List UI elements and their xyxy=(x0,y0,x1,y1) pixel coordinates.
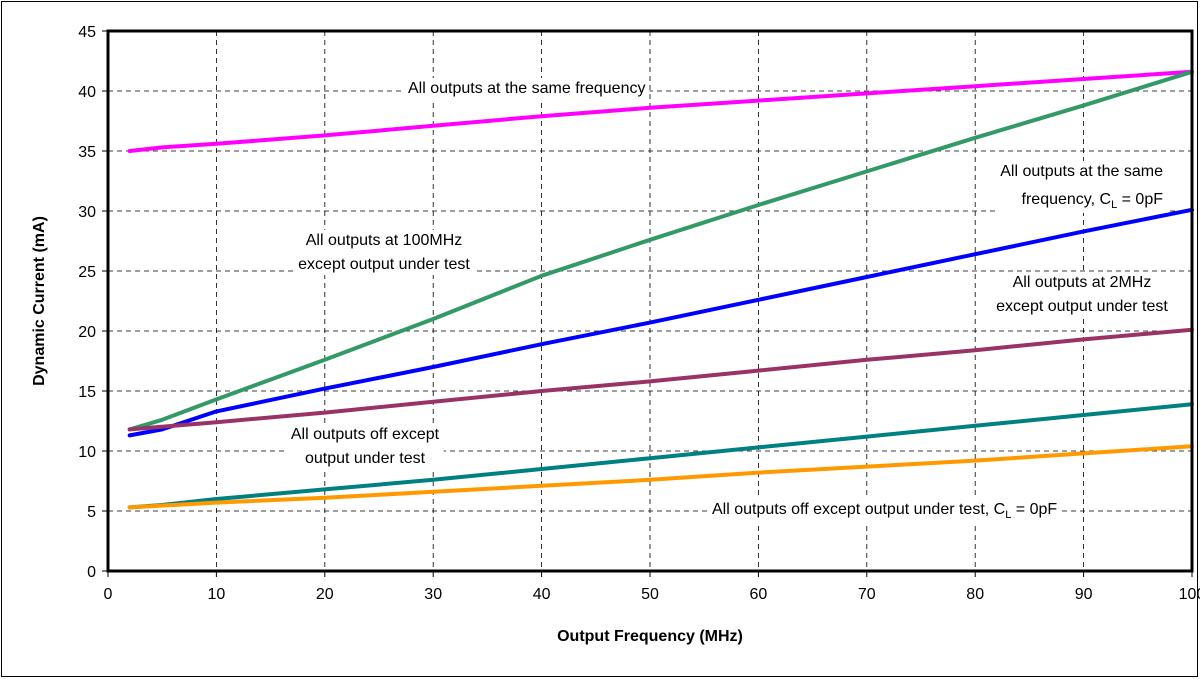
annotation-background xyxy=(992,272,1173,317)
y-tick-label: 0 xyxy=(87,564,96,581)
y-tick-label: 25 xyxy=(78,264,96,281)
annotation-background xyxy=(708,499,1062,523)
annotation-label: All outputs off except output under test… xyxy=(708,499,1062,523)
y-tick-label: 35 xyxy=(78,144,96,161)
annotation-background xyxy=(996,161,1168,213)
annotation-line: All outputs off except output under test… xyxy=(712,501,1057,521)
tick-labels: 0 10 20 30 40 50 60 70 80 90 100 0 5 10 15 20 25 30 35 40 45 xyxy=(78,24,1200,603)
x-tick-label: 50 xyxy=(641,586,659,603)
series-lines xyxy=(127,69,1194,510)
annotation-line: All outputs off except xyxy=(291,426,440,443)
annotation-line: All outputs at the same xyxy=(1000,163,1163,180)
annotation-line: except output under test xyxy=(298,256,470,273)
y-tick-label: 15 xyxy=(78,384,96,401)
x-tick-label: 90 xyxy=(1075,586,1093,603)
series-line-2 xyxy=(127,69,1194,432)
series-line-1 xyxy=(127,69,1194,153)
x-tick-label: 20 xyxy=(316,586,334,603)
x-axis-title: Output Frequency (MHz) xyxy=(557,628,743,645)
series-line-4 xyxy=(127,327,1194,432)
annotation-label: All outputs at 2MHz except output under t… xyxy=(992,272,1173,317)
y-tick-label: 45 xyxy=(78,24,96,41)
x-tick-label: 30 xyxy=(424,586,442,603)
annotation-background xyxy=(294,230,475,275)
y-tick-label: 5 xyxy=(87,504,96,521)
annotation-label: All outputs at the same frequency xyxy=(404,78,650,99)
x-tick-label: 80 xyxy=(966,586,984,603)
series-line-5 xyxy=(127,402,1194,510)
x-tick-label: 10 xyxy=(208,586,226,603)
annotation-label: All outputs at the same frequency, CL = 0… xyxy=(996,161,1168,213)
annotation-background xyxy=(286,424,444,469)
x-tick-label: 100 xyxy=(1179,586,1200,603)
annotation-line: output under test xyxy=(305,450,426,467)
x-tick-label: 40 xyxy=(533,586,551,603)
y-tick-label: 30 xyxy=(78,204,96,221)
annotations: All outputs at the same frequency All out… xyxy=(286,78,1173,523)
annotation-line: All outputs at 2MHz xyxy=(1013,274,1152,291)
annotation-label: All outputs off except output under test xyxy=(286,424,444,469)
y-axis-title: Dynamic Current (mA) xyxy=(31,216,48,386)
x-tick-label: 70 xyxy=(858,586,876,603)
x-tick-label: 0 xyxy=(104,586,113,603)
y-tick-label: 40 xyxy=(78,84,96,101)
series-line-6 xyxy=(127,444,1194,510)
annotation-line: All outputs at 100MHz xyxy=(306,232,463,249)
annotation-line: except output under test xyxy=(996,298,1168,315)
annotation-line: frequency, CL = 0pF xyxy=(1022,191,1164,211)
annotation-label: All outputs at 100MHz except output under… xyxy=(294,230,475,275)
y-tick-label: 20 xyxy=(78,324,96,341)
series-line-3 xyxy=(127,207,1194,438)
annotation-background xyxy=(404,78,650,99)
gridlines xyxy=(108,31,1192,571)
annotation-line: All outputs at the same frequency xyxy=(408,80,645,97)
y-tick-label: 10 xyxy=(78,444,96,461)
x-tick-label: 60 xyxy=(750,586,768,603)
